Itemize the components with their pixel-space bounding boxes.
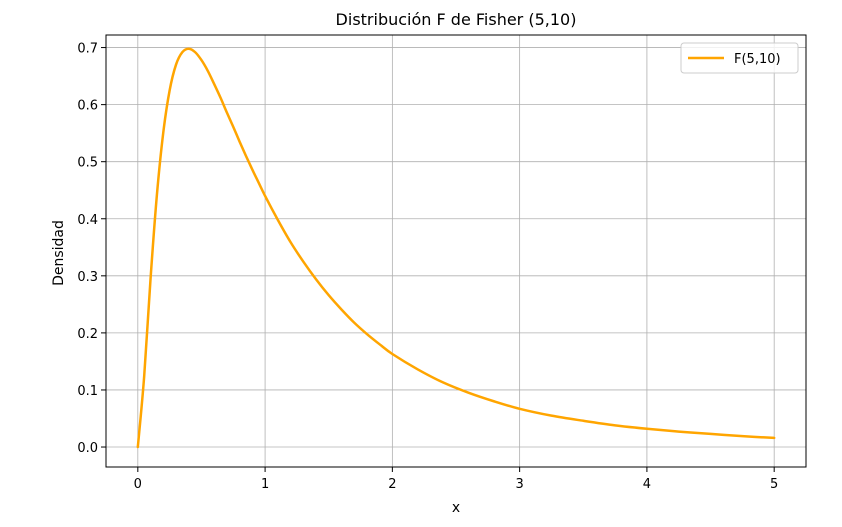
chart-title: Distribución F de Fisher (5,10) [336,10,577,29]
plot-frame [105,34,807,468]
x-tick-label: 5 [770,477,778,492]
y-tick-label: 0.5 [77,156,98,171]
x-tick-label: 4 [643,477,651,492]
series-line-f-5-10 [136,47,776,449]
y-tick-label: 0.6 [77,99,98,114]
legend: F(5,10) [680,42,799,74]
axis-ticks: 0 1 2 3 4 5 0.0 0.1 0.2 0.3 0.4 0.5 0.6 0.7 [77,42,778,492]
x-tick-label: 3 [515,477,523,492]
x-axis-label: x [452,500,460,516]
x-tick-label: 0 [134,477,142,492]
y-tick-label: 0.7 [77,42,98,57]
y-tick-label: 0.4 [77,213,98,228]
y-tick-label: 0.0 [77,441,98,456]
y-tick-label: 0.2 [77,327,98,342]
y-tick-label: 0.1 [77,384,98,399]
x-tick-label: 2 [388,477,396,492]
x-tick-label: 1 [261,477,269,492]
legend-label: F(5,10) [734,52,781,67]
series-layer [136,47,776,449]
legend-box [680,42,799,74]
y-tick-label: 0.3 [77,270,98,285]
y-axis-label: Densidad [51,220,67,286]
